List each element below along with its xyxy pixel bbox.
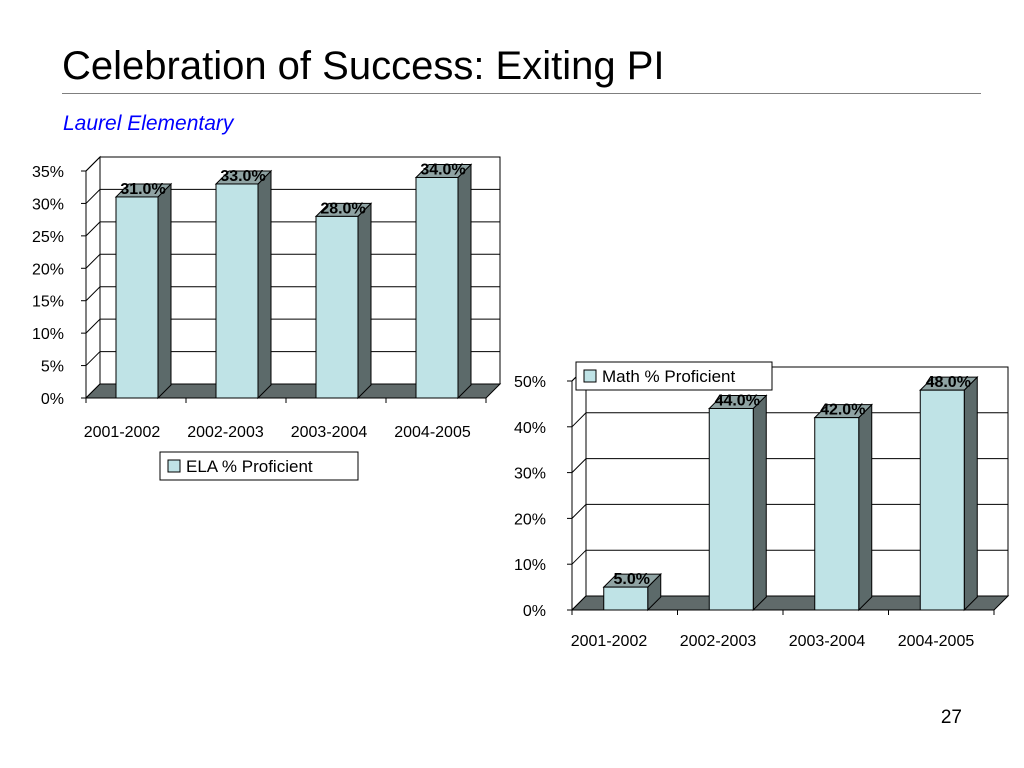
data-label: 48.0% — [926, 374, 971, 391]
x-tick-label: 2003-2004 — [789, 633, 866, 650]
bar — [315, 215, 359, 399]
plot-side-wall — [571, 365, 587, 612]
bar — [215, 183, 259, 399]
y-tick-label: 30% — [32, 196, 64, 213]
x-tick-label: 2002-2003 — [187, 424, 264, 441]
y-tick-label: 0% — [41, 391, 64, 408]
data-label: 34.0% — [420, 161, 465, 178]
gridline — [85, 188, 500, 204]
x-tick-label: 2004-2005 — [898, 633, 975, 650]
bar — [708, 407, 754, 611]
legend-label: ELA % Proficient — [186, 457, 313, 476]
bar — [415, 176, 459, 399]
legend-label: Math % Proficient — [602, 367, 735, 386]
y-tick-label: 40% — [514, 420, 546, 437]
bar-side — [963, 375, 978, 612]
y-tick-label: 10% — [32, 326, 64, 343]
bar-side — [858, 403, 873, 612]
x-tick-label: 2001-2002 — [571, 633, 648, 650]
bar — [115, 196, 159, 399]
slide-title: Celebration of Success: Exiting PI — [62, 44, 665, 88]
page-number: 27 — [940, 707, 962, 728]
legend-box — [159, 451, 359, 481]
bar — [603, 586, 649, 611]
x-tick-label: 2002-2003 — [680, 633, 757, 650]
title-divider — [62, 93, 981, 94]
data-label: 42.0% — [820, 402, 865, 419]
bar-side — [752, 394, 767, 612]
x-tick-label: 2004-2005 — [394, 424, 471, 441]
y-tick-label: 20% — [514, 511, 546, 528]
data-label: 31.0% — [120, 181, 165, 198]
legend-swatch — [583, 369, 597, 383]
y-tick-label: 25% — [32, 229, 64, 246]
y-tick-label: 50% — [514, 374, 546, 391]
x-tick-label: 2003-2004 — [291, 424, 368, 441]
legend-swatch — [167, 459, 181, 473]
y-tick-label: 30% — [514, 466, 546, 483]
data-label: 44.0% — [715, 392, 760, 409]
data-label: 33.0% — [220, 168, 265, 185]
slide-subtitle: Laurel Elementary — [63, 112, 234, 135]
bar — [919, 389, 965, 611]
bar — [814, 417, 860, 611]
data-label: 5.0% — [614, 571, 650, 588]
y-tick-label: 0% — [523, 603, 546, 620]
y-tick-label: 10% — [514, 557, 546, 574]
y-tick-label: 35% — [32, 164, 64, 181]
y-tick-label: 20% — [32, 261, 64, 278]
x-tick-label: 2001-2002 — [84, 424, 161, 441]
y-tick-label: 15% — [32, 294, 64, 311]
data-label: 28.0% — [320, 200, 365, 217]
gridline — [85, 156, 500, 172]
legend-box — [575, 361, 773, 391]
y-tick-label: 5% — [41, 359, 64, 376]
